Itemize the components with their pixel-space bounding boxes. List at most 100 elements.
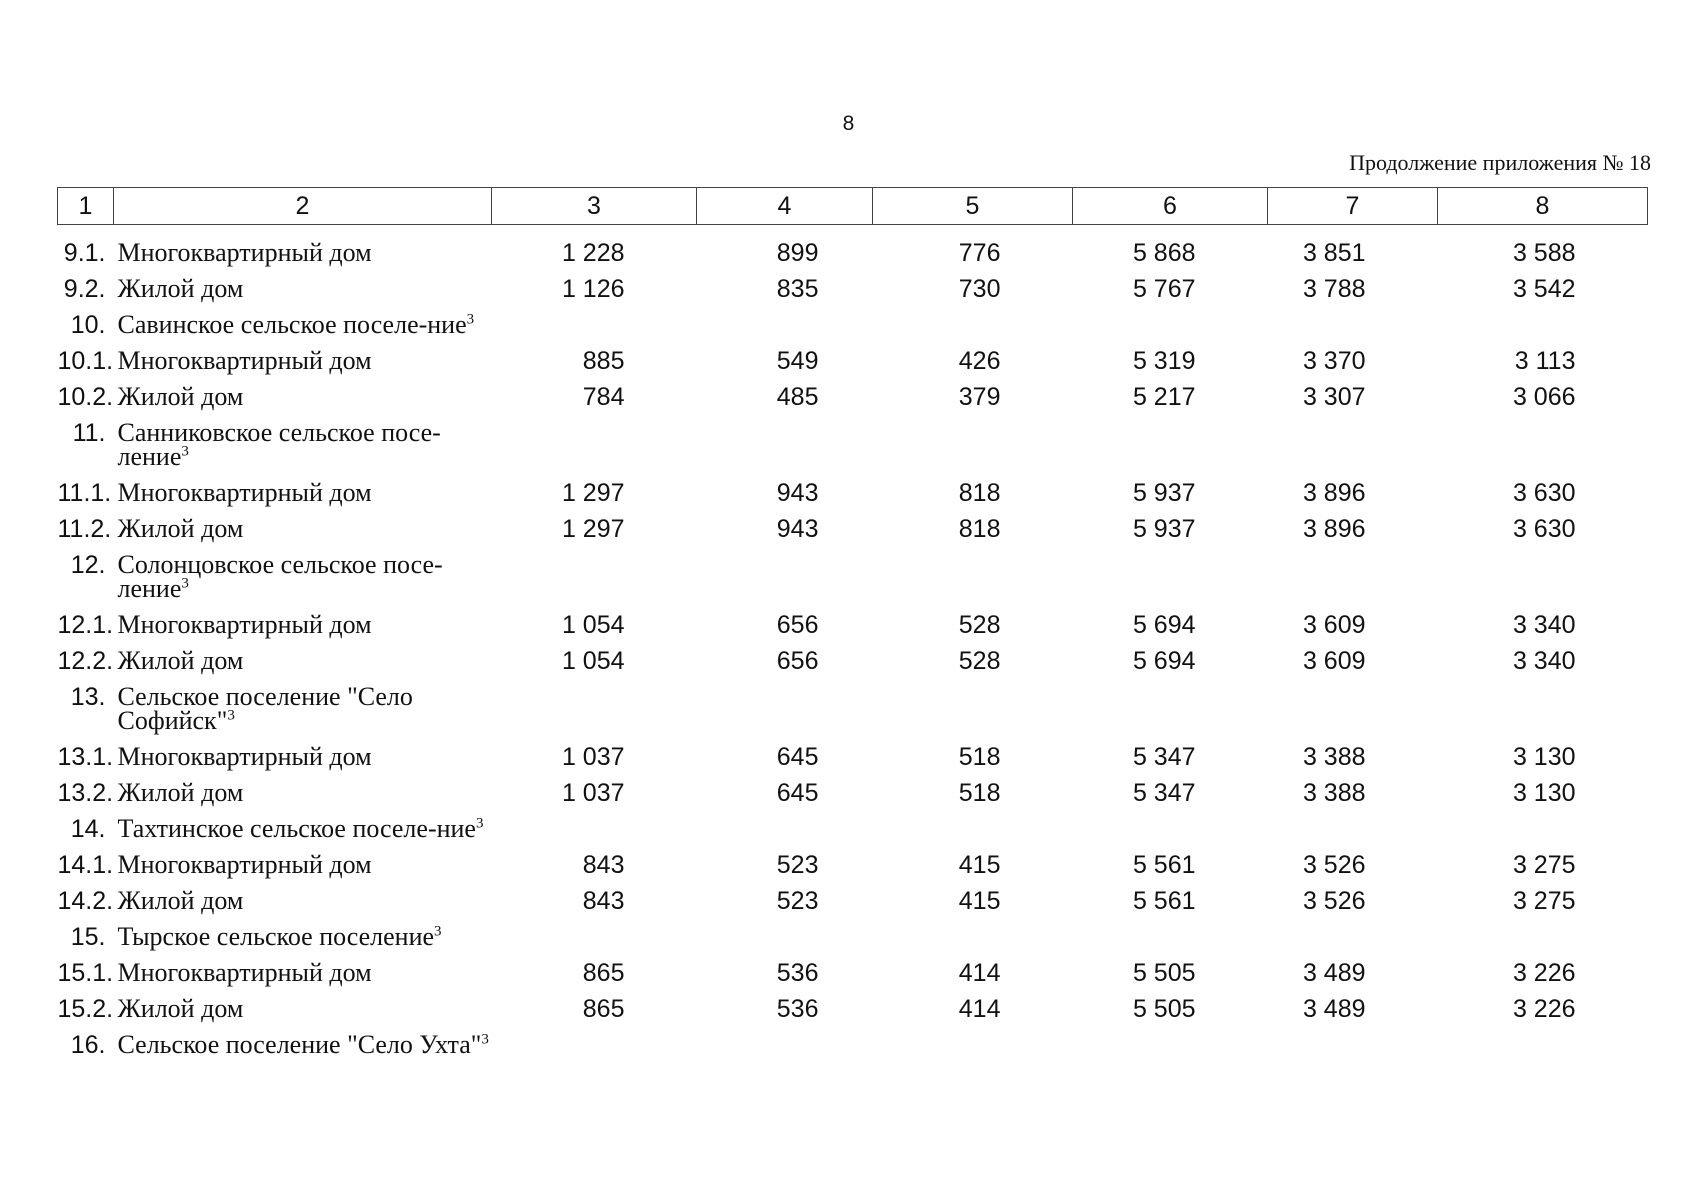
table-group-row: 14. Тахтинское сельское поселе-ние3 [58,811,1648,847]
value-col-8: 3 275 [1512,851,1576,879]
value-col-6: 5 505 [1132,995,1196,1023]
footnote-marker: 3 [227,707,235,724]
value-col-4 [697,1027,873,1063]
row-name: Сельское поселение "Село Ухта" [117,1030,482,1059]
value-col-4: 943 [776,515,819,543]
value-col-4 [697,307,873,343]
value-col-4: 835 [776,275,819,303]
value-col-4 [697,679,873,739]
value-col-3 [492,679,697,739]
column-header: 2 [113,187,492,225]
value-col-7 [1268,679,1438,739]
row-number: 14.2. [57,887,114,915]
row-number: 15. [70,923,106,951]
value-col-8: 3 340 [1512,611,1576,639]
row-name: Сельское поселение "Село Софийск" [117,682,413,735]
row-number: 15.2. [57,995,114,1023]
value-col-4: 536 [776,959,819,987]
value-col-3: 1 037 [561,779,625,807]
footnote-marker: 3 [181,443,189,460]
column-header: 1 [57,187,114,225]
row-name-cell: Многоквартирный дом [114,343,492,379]
value-col-5: 379 [958,383,1001,411]
table-row: 12.1. Многоквартирный дом 1 054 656 528 5 694… [58,607,1648,643]
value-col-7 [1268,415,1438,475]
value-col-3: 843 [582,887,625,915]
value-col-8: 3 113 [1514,347,1576,375]
value-col-4: 656 [776,611,819,639]
table-row: 10.2. Жилой дом 784 485 379 5 217 3 307 3 066 [58,379,1648,415]
value-col-7 [1268,1027,1438,1063]
value-col-6 [1073,1027,1268,1063]
row-number: 10.2. [57,383,114,411]
value-col-3: 865 [582,959,625,987]
column-number-row: 1 2 3 4 5 6 7 8 [57,187,1648,225]
value-col-8 [1438,919,1648,955]
row-name-cell: Многоквартирный дом [114,739,492,775]
table-row: 13.1. Многоквартирный дом 1 037 645 518 5 347… [58,739,1648,775]
row-name-cell: Санниковское сельское посе-ление3 [114,415,492,475]
value-col-8: 3 630 [1512,479,1576,507]
value-col-5 [873,547,1073,607]
value-col-7: 3 609 [1302,611,1366,639]
value-col-5: 518 [958,743,1001,771]
table-row: 12.2. Жилой дом 1 054 656 528 5 694 3 609 3 340 [58,643,1648,679]
value-col-3 [492,547,697,607]
value-col-6: 5 561 [1132,851,1196,879]
row-number: 12. [70,551,106,579]
value-col-4 [697,919,873,955]
row-name: Жилой дом [117,514,244,543]
table-group-row: 10. Савинское сельское поселе-ние3 [58,307,1648,343]
value-col-5: 528 [958,611,1001,639]
tariff-table: 1 2 3 4 5 6 7 8 9.1. Многоквартирный дом 1… [57,187,1648,1063]
value-col-4 [697,547,873,607]
footnote-marker: 3 [475,815,484,832]
table-group-row: 11. Санниковское сельское посе-ление3 [58,415,1648,475]
value-col-4: 523 [776,851,819,879]
table-body: 9.1. Многоквартирный дом 1 228 899 776 5 868 3… [58,225,1648,1064]
value-col-5: 818 [958,515,1001,543]
value-col-5: 518 [958,779,1001,807]
value-col-5 [873,919,1073,955]
value-col-8: 3 588 [1512,239,1576,267]
value-col-6: 5 868 [1132,239,1196,267]
value-col-6: 5 767 [1132,275,1196,303]
value-col-4 [697,811,873,847]
row-name: Тырское сельское поселение [117,922,435,951]
row-name: Жилой дом [117,886,244,915]
value-col-6: 5 319 [1132,347,1196,375]
value-col-8 [1438,415,1648,475]
row-name-cell: Солонцовское сельское посе-ление3 [114,547,492,607]
value-col-3: 1 228 [561,239,625,267]
row-name-cell: Жилой дом [114,883,492,919]
row-name: Жилой дом [117,994,244,1023]
table-group-row: 13. Сельское поселение "Село Софийск"3 [58,679,1648,739]
row-name-cell: Тырское сельское поселение3 [114,919,492,955]
table-row: 15.2. Жилой дом 865 536 414 5 505 3 489 3 226 [58,991,1648,1027]
value-col-8: 3 066 [1512,383,1576,411]
row-number: 13.2. [57,779,114,807]
value-col-8: 3 226 [1512,995,1576,1023]
value-col-5 [873,1027,1073,1063]
footnote-marker: 3 [434,923,442,940]
value-col-7: 3 526 [1302,887,1366,915]
value-col-7: 3 388 [1302,779,1366,807]
value-col-3: 1 297 [561,515,625,543]
value-col-6 [1073,811,1268,847]
value-col-8: 3 130 [1512,779,1576,807]
row-name: Солонцовское сельское посе-ление [117,550,443,603]
value-col-4: 899 [776,239,819,267]
value-col-6 [1073,415,1268,475]
table-group-row: 15. Тырское сельское поселение3 [58,919,1648,955]
row-number: 12.1. [57,611,114,639]
value-col-7: 3 489 [1302,959,1366,987]
value-col-5: 528 [958,647,1001,675]
row-name: Санниковское сельское посе-ление [117,418,441,471]
value-col-3: 843 [582,851,625,879]
table-row: 11.1. Многоквартирный дом 1 297 943 818 5 937… [58,475,1648,511]
value-col-5: 818 [958,479,1001,507]
value-col-4: 549 [776,347,819,375]
value-col-8 [1438,679,1648,739]
row-name-cell: Тахтинское сельское поселе-ние3 [114,811,492,847]
value-col-6: 5 694 [1132,647,1196,675]
